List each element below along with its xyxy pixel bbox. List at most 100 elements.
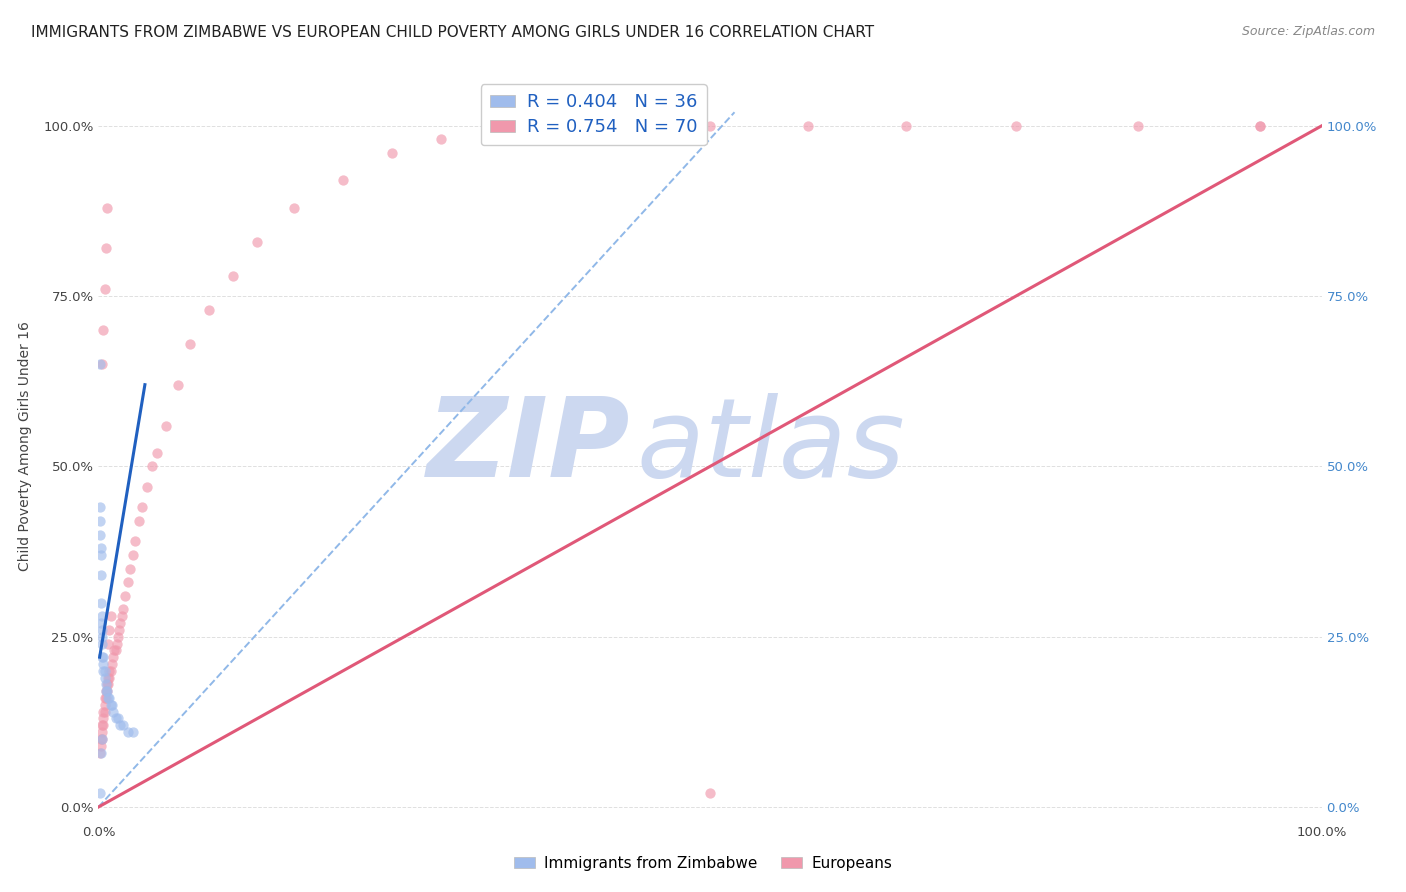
Point bbox=[90, 739, 112, 753]
Point bbox=[100, 664, 122, 678]
Point bbox=[101, 698, 124, 712]
Point bbox=[100, 698, 122, 712]
Point bbox=[167, 377, 190, 392]
Point bbox=[105, 636, 128, 650]
Point bbox=[1249, 119, 1271, 133]
Point bbox=[104, 711, 127, 725]
Point bbox=[107, 711, 129, 725]
Point bbox=[100, 609, 122, 624]
Point bbox=[117, 575, 139, 590]
Point bbox=[93, 705, 115, 719]
Point bbox=[98, 623, 121, 637]
Point bbox=[110, 718, 132, 732]
Point bbox=[626, 119, 648, 133]
Point bbox=[114, 589, 136, 603]
Point bbox=[1004, 119, 1026, 133]
Point bbox=[104, 643, 127, 657]
Point bbox=[93, 698, 115, 712]
Point bbox=[98, 664, 121, 678]
Point bbox=[96, 201, 118, 215]
Point bbox=[108, 623, 131, 637]
Point bbox=[101, 650, 124, 665]
Text: IMMIGRANTS FROM ZIMBABWE VS EUROPEAN CHILD POVERTY AMONG GIRLS UNDER 16 CORRELAT: IMMIGRANTS FROM ZIMBABWE VS EUROPEAN CHI… bbox=[31, 25, 875, 40]
Text: Source: ZipAtlas.com: Source: ZipAtlas.com bbox=[1241, 25, 1375, 38]
Point bbox=[283, 201, 305, 215]
Point bbox=[97, 677, 120, 691]
Point bbox=[93, 671, 115, 685]
Point bbox=[332, 173, 354, 187]
Point bbox=[91, 718, 114, 732]
Point bbox=[699, 119, 721, 133]
Point bbox=[89, 514, 111, 528]
Point bbox=[97, 671, 120, 685]
Point bbox=[553, 119, 575, 133]
Point bbox=[111, 602, 134, 616]
Point bbox=[97, 691, 120, 706]
Point bbox=[120, 561, 142, 575]
Point bbox=[93, 691, 115, 706]
Point bbox=[89, 527, 111, 541]
Point bbox=[94, 677, 117, 691]
Point bbox=[430, 132, 453, 146]
Point bbox=[91, 664, 114, 678]
Point bbox=[111, 609, 134, 624]
Point bbox=[90, 548, 112, 562]
Point bbox=[89, 746, 111, 760]
Point bbox=[179, 336, 201, 351]
Point bbox=[91, 623, 114, 637]
Point bbox=[491, 126, 513, 140]
Legend: R = 0.404   N = 36, R = 0.754   N = 70: R = 0.404 N = 36, R = 0.754 N = 70 bbox=[481, 84, 707, 145]
Point bbox=[91, 718, 114, 732]
Point bbox=[131, 500, 153, 515]
Point bbox=[90, 746, 112, 760]
Point bbox=[91, 323, 114, 337]
Point bbox=[94, 684, 117, 698]
Point bbox=[97, 636, 120, 650]
Point bbox=[155, 418, 177, 433]
Point bbox=[121, 725, 143, 739]
Point bbox=[699, 786, 721, 800]
Point bbox=[96, 684, 118, 698]
Point bbox=[103, 643, 125, 657]
Point bbox=[381, 146, 404, 161]
Point bbox=[90, 541, 112, 556]
Point bbox=[91, 650, 114, 665]
Point bbox=[146, 446, 169, 460]
Point bbox=[91, 650, 114, 665]
Point bbox=[98, 671, 121, 685]
Point bbox=[1128, 119, 1150, 133]
Point bbox=[94, 242, 117, 256]
Point bbox=[89, 786, 111, 800]
Point bbox=[89, 500, 111, 515]
Point bbox=[91, 705, 114, 719]
Point bbox=[91, 725, 114, 739]
Point bbox=[98, 691, 121, 706]
Point bbox=[93, 282, 115, 296]
Point bbox=[91, 711, 114, 725]
Point bbox=[90, 616, 112, 631]
Point bbox=[141, 459, 163, 474]
Point bbox=[117, 725, 139, 739]
Point bbox=[96, 684, 118, 698]
Point bbox=[797, 119, 820, 133]
Point bbox=[90, 596, 112, 610]
Point bbox=[222, 268, 245, 283]
Point bbox=[107, 630, 129, 644]
Point bbox=[121, 548, 143, 562]
Point bbox=[90, 568, 112, 582]
Text: ZIP: ZIP bbox=[427, 392, 630, 500]
Legend: Immigrants from Zimbabwe, Europeans: Immigrants from Zimbabwe, Europeans bbox=[508, 850, 898, 877]
Point bbox=[91, 357, 114, 371]
Point bbox=[111, 718, 134, 732]
Point bbox=[91, 657, 114, 671]
Point bbox=[93, 664, 115, 678]
Point bbox=[89, 357, 111, 371]
Point bbox=[96, 677, 118, 691]
Point bbox=[90, 731, 112, 746]
Point bbox=[91, 609, 114, 624]
Point bbox=[136, 480, 159, 494]
Point bbox=[128, 514, 150, 528]
Point bbox=[94, 691, 117, 706]
Point bbox=[124, 534, 146, 549]
Point bbox=[246, 235, 269, 249]
